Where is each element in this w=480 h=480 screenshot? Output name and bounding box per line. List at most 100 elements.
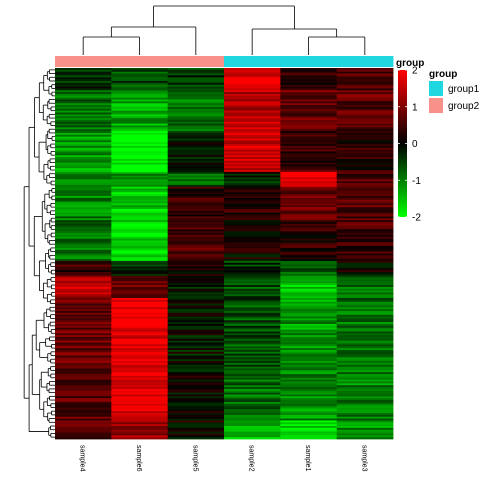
heatmap-cell bbox=[224, 220, 281, 223]
heatmap-cell bbox=[224, 431, 281, 434]
heatmap-cell bbox=[224, 247, 281, 251]
heatmap-cell bbox=[167, 240, 225, 243]
heatmap-cell bbox=[111, 344, 169, 347]
heatmap-cell bbox=[280, 270, 338, 273]
heatmap-cell bbox=[224, 142, 281, 145]
heatmap-cell bbox=[55, 255, 112, 258]
heatmap-cell bbox=[280, 383, 338, 386]
heatmap-cell bbox=[336, 207, 394, 210]
heatmap-cell bbox=[111, 220, 169, 223]
heatmap-cell bbox=[55, 260, 112, 264]
heatmap-cell bbox=[224, 342, 281, 345]
heatmap-cell bbox=[111, 249, 169, 253]
heatmap-cell bbox=[167, 197, 225, 201]
heatmap-cell bbox=[55, 160, 112, 163]
heatmap-cell bbox=[336, 375, 394, 379]
heatmap-cell bbox=[280, 175, 338, 178]
heatmap-cell bbox=[224, 401, 281, 405]
heatmap-cell bbox=[336, 93, 394, 97]
heatmap-cell bbox=[55, 275, 112, 279]
heatmap-cell bbox=[167, 82, 225, 86]
heatmap-cell bbox=[55, 179, 112, 182]
heatmap-cell bbox=[167, 277, 225, 280]
heatmap-cell bbox=[280, 95, 338, 99]
heatmap-cell bbox=[280, 212, 338, 215]
heatmap-cell bbox=[55, 86, 112, 89]
heatmap-cell bbox=[224, 307, 281, 310]
heatmap-cell bbox=[111, 431, 169, 434]
heatmap-cell bbox=[224, 80, 281, 84]
heatmap-cell bbox=[167, 301, 225, 304]
heatmap-cell bbox=[55, 273, 112, 277]
heatmap-cell bbox=[167, 247, 225, 251]
heatmap-cell bbox=[167, 114, 225, 117]
heatmap-cell bbox=[336, 134, 394, 138]
heatmap-cell bbox=[224, 422, 281, 425]
heatmap-cell bbox=[167, 375, 225, 379]
heatmap-cell bbox=[336, 416, 394, 419]
heatmap-cell bbox=[55, 429, 112, 432]
heatmap-cell bbox=[336, 357, 394, 360]
heatmap-cell bbox=[336, 160, 394, 163]
heatmap-cell bbox=[336, 170, 394, 173]
heatmap-cell bbox=[167, 207, 225, 210]
heatmap-cell bbox=[280, 123, 338, 126]
heatmap-cell bbox=[280, 311, 338, 314]
heatmap-cell bbox=[167, 142, 225, 145]
heatmap-cell bbox=[224, 437, 281, 440]
heatmap-cell bbox=[280, 218, 338, 221]
heatmap-cell bbox=[224, 103, 281, 106]
heatmap-cell bbox=[55, 82, 112, 86]
heatmap-cell bbox=[55, 351, 112, 355]
heatmap-cell bbox=[55, 149, 112, 152]
heatmap-cell bbox=[280, 260, 338, 264]
heatmap-cell bbox=[167, 325, 225, 329]
heatmap-cell bbox=[224, 277, 281, 280]
heatmap-cell bbox=[336, 422, 394, 425]
heatmap-cell bbox=[224, 192, 281, 195]
heatmap-cell bbox=[55, 437, 112, 440]
heatmap-cell bbox=[55, 138, 112, 141]
heatmap-cell bbox=[55, 84, 112, 87]
heatmap-cell bbox=[336, 105, 394, 108]
heatmap-cell bbox=[280, 216, 338, 219]
heatmap-cell bbox=[224, 138, 281, 141]
heatmap-cell bbox=[336, 194, 394, 197]
heatmap-cell bbox=[55, 95, 112, 99]
heatmap-cell bbox=[55, 346, 112, 349]
heatmap-cell bbox=[280, 414, 338, 418]
heatmap-cell bbox=[55, 101, 112, 104]
heatmap-cell bbox=[336, 361, 394, 364]
heatmap-cell bbox=[111, 138, 169, 141]
heatmap-cell bbox=[111, 80, 169, 84]
heatmap-cell bbox=[336, 301, 394, 304]
heatmap-cell bbox=[336, 414, 394, 418]
heatmap-cell bbox=[280, 405, 338, 408]
heatmap-cell bbox=[280, 368, 338, 371]
heatmap-cell bbox=[280, 186, 338, 189]
column-label: sample4 bbox=[79, 445, 86, 472]
heatmap-cell bbox=[224, 374, 281, 377]
heatmap-cell bbox=[167, 305, 225, 308]
color-scale-legend: 2 1 0 -1 -2 bbox=[398, 66, 421, 224]
heatmap-cell bbox=[111, 192, 169, 195]
heatmap-cell bbox=[280, 353, 338, 356]
heatmap-cell bbox=[167, 173, 225, 176]
heatmap-cell bbox=[224, 101, 281, 104]
heatmap-cell bbox=[224, 208, 281, 212]
heatmap-cell bbox=[111, 175, 169, 178]
heatmap-cell bbox=[167, 151, 225, 154]
heatmap-cell bbox=[55, 108, 112, 112]
heatmap-cell bbox=[224, 127, 281, 130]
heatmap-cell bbox=[167, 273, 225, 277]
heatmap-cell bbox=[280, 242, 338, 245]
heatmap-cell bbox=[280, 225, 338, 228]
heatmap-cell bbox=[167, 286, 225, 290]
heatmap-cell bbox=[224, 420, 281, 423]
heatmap-cell bbox=[111, 325, 169, 329]
heatmap-cell bbox=[167, 79, 225, 82]
heatmap-cell bbox=[167, 255, 225, 258]
heatmap-cell bbox=[55, 353, 112, 356]
heatmap-cell bbox=[224, 433, 281, 436]
heatmap-cell bbox=[111, 125, 169, 128]
